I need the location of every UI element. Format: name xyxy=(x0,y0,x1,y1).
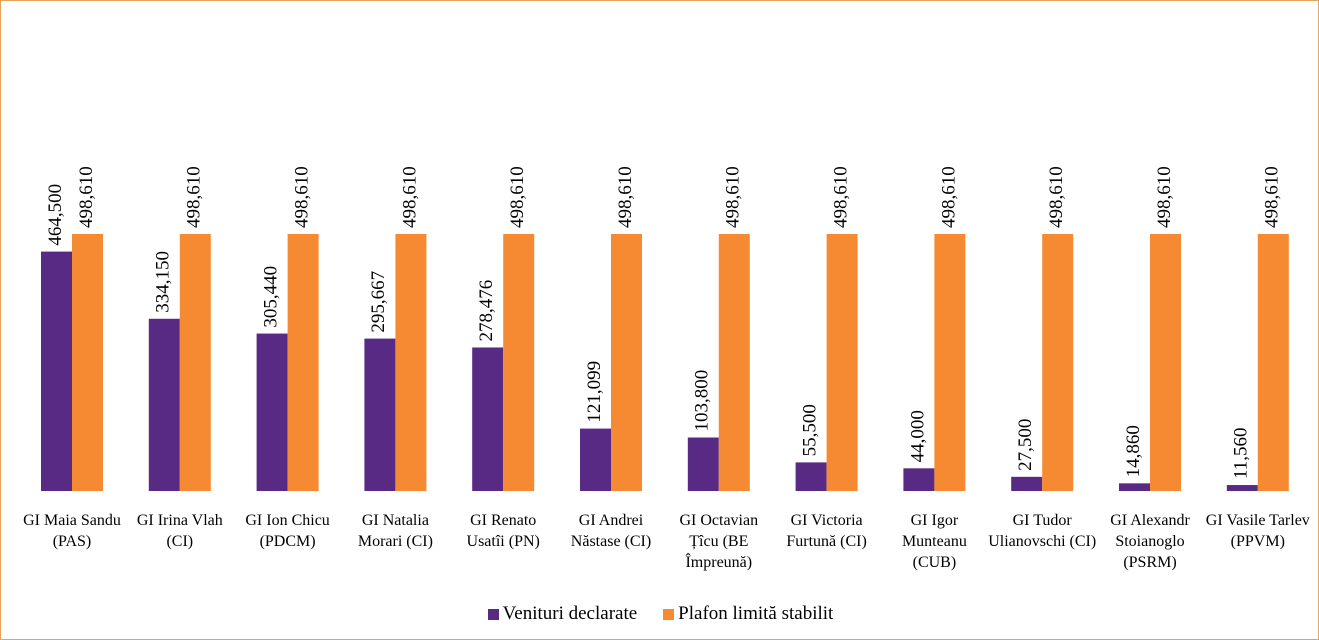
value-label: 11,560 xyxy=(1231,427,1252,479)
value-label: 464,500 xyxy=(45,184,66,246)
value-label: 44,000 xyxy=(907,410,928,462)
bar xyxy=(472,347,504,491)
bar xyxy=(826,234,858,491)
legend-item: Venituri declarate xyxy=(487,603,638,625)
legend: Venituri declarate Plafon limită stabilit xyxy=(1,603,1319,625)
x-tick-label: GI Igor Munteanu (CUB) xyxy=(901,512,967,571)
bar xyxy=(1150,234,1181,491)
bar xyxy=(179,234,211,491)
x-tick-label: GI Ion Chicu (PDCM) xyxy=(245,512,330,550)
value-label: 498,610 xyxy=(1262,166,1283,228)
x-tick-label: GI Tudor Ulianovschi (CI) xyxy=(988,512,1097,550)
bar xyxy=(148,318,180,491)
value-label: 305,440 xyxy=(260,266,281,328)
bar xyxy=(903,468,935,491)
legend-item: Plafon limită stabilit xyxy=(663,603,833,625)
x-tick-label: GI Maia Sandu (PAS) xyxy=(23,512,121,550)
value-label: 498,610 xyxy=(184,166,205,228)
value-label: 27,500 xyxy=(1015,419,1036,471)
bar xyxy=(503,234,535,491)
value-label: 278,476 xyxy=(476,280,497,342)
bar xyxy=(287,234,319,491)
value-label: 498,610 xyxy=(723,166,744,228)
value-label: 498,610 xyxy=(615,166,636,228)
value-label: 55,500 xyxy=(799,404,820,456)
legend-swatch xyxy=(663,608,675,620)
value-label: 498,610 xyxy=(399,166,420,228)
x-tick-label: GI Irina Vlah (CI) xyxy=(136,512,223,550)
x-tick-label: GI Victoria Furtună (CI) xyxy=(786,512,867,550)
x-tick-label: GI Andrei Năstase (CI) xyxy=(570,512,652,550)
legend-label: Plafon limită stabilit xyxy=(678,603,834,624)
bar xyxy=(1119,483,1150,491)
bar xyxy=(1226,485,1258,491)
value-label: 121,099 xyxy=(584,361,605,423)
x-tick-label: GI Natalia Morari (CI) xyxy=(357,512,433,550)
value-label: 295,667 xyxy=(368,271,389,333)
legend-swatch xyxy=(487,608,499,620)
value-label: 498,610 xyxy=(938,166,959,228)
bar xyxy=(934,234,966,491)
value-label: 498,610 xyxy=(507,166,528,228)
value-label: 498,610 xyxy=(76,166,97,228)
legend-label: Venituri declarate xyxy=(502,603,638,624)
value-label: 14,860 xyxy=(1123,425,1144,477)
bar xyxy=(41,251,72,491)
bar xyxy=(1011,476,1043,491)
x-tick-label: GI Vasile Tarlev (PPVM) xyxy=(1205,512,1310,550)
value-label: 498,610 xyxy=(1046,166,1067,228)
x-tick-label: GI Octavian Țîcu (BE Împreună) xyxy=(679,512,759,571)
bar xyxy=(72,234,103,491)
bar xyxy=(580,428,611,491)
bar xyxy=(364,338,396,491)
bar xyxy=(256,333,288,491)
value-label: 498,610 xyxy=(291,166,312,228)
value-label: 498,610 xyxy=(830,166,851,228)
bar xyxy=(687,437,719,491)
bar xyxy=(1257,234,1289,491)
value-label: 103,800 xyxy=(692,370,713,432)
bar xyxy=(718,234,750,491)
x-tick-label: GI Alexandr Stoianoglo (PSRM) xyxy=(1110,512,1190,571)
bar xyxy=(1042,234,1074,491)
x-tick-label: GI Renato Usatîi (PN) xyxy=(466,512,540,550)
bar xyxy=(795,462,827,491)
value-label: 334,150 xyxy=(153,251,174,313)
value-label: 498,610 xyxy=(1154,166,1175,228)
bar xyxy=(611,234,642,491)
bar xyxy=(395,234,427,491)
